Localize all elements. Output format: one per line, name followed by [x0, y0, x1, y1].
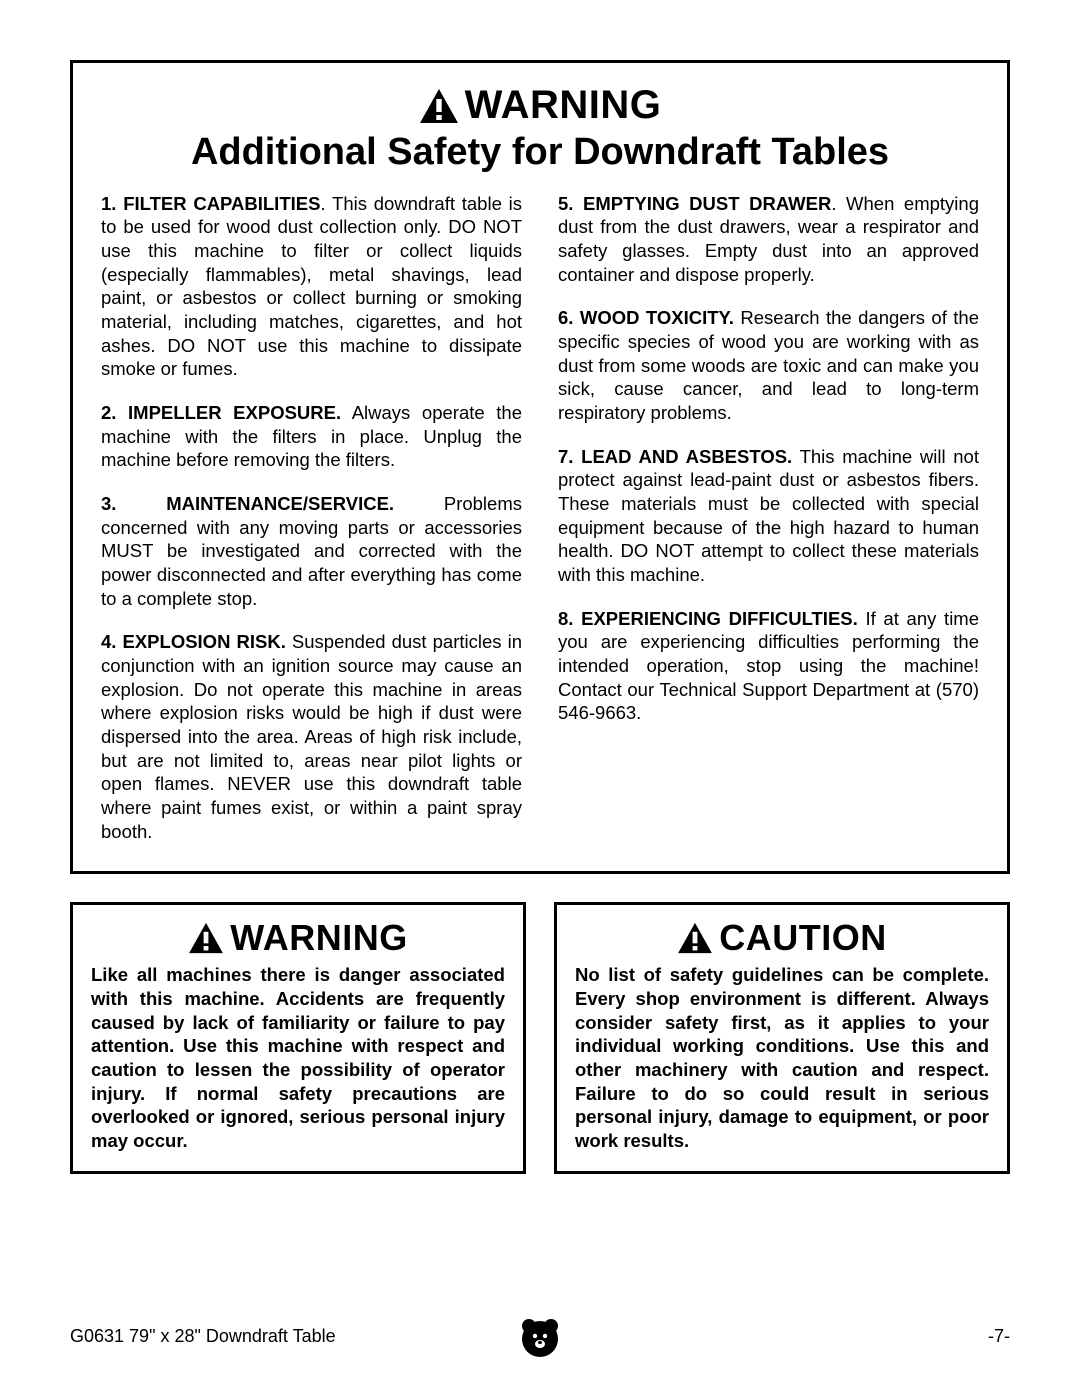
main-subtitle: Additional Safety for Downdraft Tables — [101, 131, 979, 174]
left-column: 1. FILTER CAPABILITIES. This downdraft t… — [101, 192, 522, 844]
alert-triangle-icon — [419, 88, 459, 124]
bottom-caution-body: No list of safety guidelines can be comp… — [575, 963, 989, 1152]
bottom-caution-label: CAUTION — [719, 917, 887, 959]
safety-item: 5. EMPTYING DUST DRAWER. When emptying d… — [558, 192, 979, 287]
warning-label: WARNING — [465, 83, 662, 128]
safety-item: 8. EXPERIENCING DIFFICULTIES. If at any … — [558, 607, 979, 725]
safety-item: 3. MAINTENANCE/SERVICE. Problems concern… — [101, 492, 522, 610]
safety-item-body: . This downdraft table is to be used for… — [101, 193, 522, 380]
safety-item: 2. IMPELLER EXPOSURE. Always operate the… — [101, 401, 522, 472]
safety-item: 1. FILTER CAPABILITIES. This downdraft t… — [101, 192, 522, 381]
safety-item-head: 7. LEAD AND ASBESTOS. — [558, 446, 792, 467]
safety-item: 4. EXPLOSION RISK. Suspended dust partic… — [101, 630, 522, 843]
safety-item-head: 3. MAINTENANCE/SERVICE. — [101, 493, 394, 514]
warning-heading: WARNING — [419, 83, 662, 128]
safety-item: 6. WOOD TOXICITY. Research the dangers o… — [558, 306, 979, 424]
bottom-warning-body: Like all machines there is danger associ… — [91, 963, 505, 1152]
right-column: 5. EMPTYING DUST DRAWER. When emptying d… — [558, 192, 979, 844]
safety-item-head: 1. FILTER CAPABILITIES — [101, 193, 320, 214]
safety-columns: 1. FILTER CAPABILITIES. This downdraft t… — [101, 192, 979, 844]
main-safety-box: WARNING Additional Safety for Downdraft … — [70, 60, 1010, 874]
bottom-warning-header: WARNING — [91, 917, 505, 959]
bottom-caution-header: CAUTION — [575, 917, 989, 959]
bottom-caution-box: CAUTION No list of safety guidelines can… — [554, 902, 1010, 1173]
safety-item-head: 4. EXPLOSION RISK. — [101, 631, 286, 652]
safety-item-head: 2. IMPELLER EXPOSURE. — [101, 402, 341, 423]
brand-badge-icon — [517, 1314, 563, 1360]
safety-item-head: 6. WOOD TOXICITY. — [558, 307, 734, 328]
page-footer: G0631 79" x 28" Downdraft Table -7- — [70, 1326, 1010, 1347]
safety-item: 7. LEAD AND ASBESTOS. This machine will … — [558, 445, 979, 587]
main-header: WARNING Additional Safety for Downdraft … — [101, 83, 979, 174]
alert-triangle-icon — [188, 922, 224, 954]
safety-item-head: 8. EXPERIENCING DIFFICULTIES. — [558, 608, 858, 629]
bottom-row: WARNING Like all machines there is dange… — [70, 902, 1010, 1173]
footer-left: G0631 79" x 28" Downdraft Table — [70, 1326, 336, 1347]
footer-right: -7- — [988, 1326, 1010, 1347]
bottom-warning-box: WARNING Like all machines there is dange… — [70, 902, 526, 1173]
safety-item-head: 5. EMPTYING DUST DRAWER — [558, 193, 831, 214]
alert-triangle-icon — [677, 922, 713, 954]
safety-item-body: Suspended dust particles in conjunction … — [101, 631, 522, 841]
bottom-warning-label: WARNING — [230, 917, 408, 959]
